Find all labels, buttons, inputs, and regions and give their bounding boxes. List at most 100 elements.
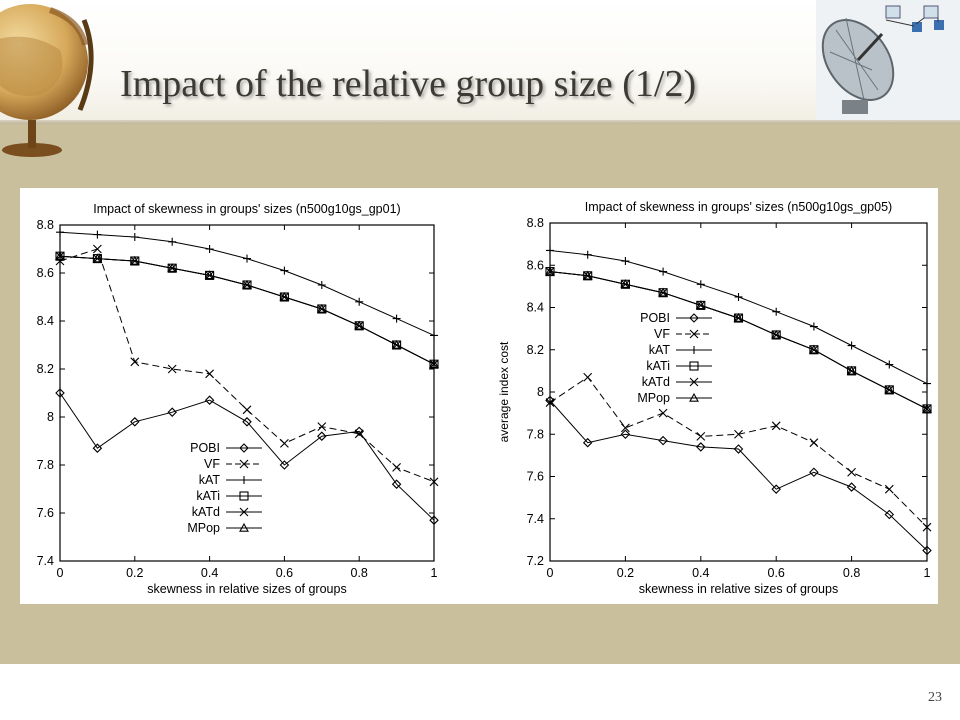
y-tick-label: 7.8 bbox=[527, 427, 544, 441]
y-tick-label: 7.8 bbox=[37, 458, 54, 472]
data-point bbox=[429, 477, 439, 487]
data-point bbox=[130, 417, 140, 427]
legend-label: MPop bbox=[637, 391, 670, 405]
legend-marker bbox=[690, 346, 698, 354]
data-point bbox=[734, 292, 743, 301]
data-point bbox=[620, 279, 631, 289]
data-point bbox=[242, 417, 252, 427]
series-kATi bbox=[55, 251, 439, 369]
plot-frame bbox=[549, 222, 928, 562]
legend: POBI VF kAT kATi kATd MPop bbox=[637, 311, 712, 405]
data-point bbox=[546, 246, 554, 255]
data-point bbox=[391, 479, 402, 489]
x-tick-label: 0.6 bbox=[276, 566, 293, 580]
data-point bbox=[242, 279, 252, 289]
series-line bbox=[59, 248, 435, 483]
y-tick-label: 8.8 bbox=[37, 218, 54, 232]
data-point bbox=[621, 257, 630, 266]
legend: POBI VF kAT kATi kATd MPop bbox=[187, 441, 262, 535]
legend-marker bbox=[689, 361, 699, 371]
legend-label: POBI bbox=[190, 441, 220, 455]
y-axis-label: average index cost bbox=[497, 341, 511, 442]
data-point bbox=[56, 228, 64, 237]
data-point bbox=[923, 379, 931, 388]
data-point bbox=[771, 421, 781, 431]
data-point bbox=[317, 422, 327, 431]
satellite-dish-icon bbox=[816, 0, 960, 120]
charts-svg: Impact of skewness in groups' sizes (n50… bbox=[37, 200, 932, 596]
chart-1: Impact of skewness in groups' sizes (n50… bbox=[37, 202, 439, 596]
series-line bbox=[549, 250, 928, 385]
y-tick-label: 8 bbox=[537, 385, 544, 399]
data-point bbox=[733, 312, 744, 322]
data-point bbox=[130, 233, 139, 241]
data-point bbox=[204, 395, 215, 405]
series-MPop bbox=[545, 266, 932, 413]
series-line bbox=[549, 271, 928, 410]
y-tick-label: 8.4 bbox=[527, 301, 544, 315]
data-point bbox=[429, 359, 439, 368]
data-point bbox=[279, 460, 290, 470]
legend-marker bbox=[239, 459, 249, 469]
legend-label: kATd bbox=[192, 505, 220, 519]
data-point bbox=[922, 522, 932, 532]
data-point bbox=[354, 426, 364, 437]
data-point bbox=[884, 484, 894, 494]
legend-label: kATd bbox=[642, 375, 670, 389]
x-tick-label: 0.4 bbox=[692, 566, 709, 580]
series-VF bbox=[55, 244, 439, 487]
data-point bbox=[545, 266, 555, 276]
legend-marker bbox=[689, 313, 699, 323]
data-point bbox=[430, 331, 438, 340]
data-point bbox=[620, 429, 631, 440]
y-tick-label: 8.6 bbox=[37, 266, 54, 280]
y-tick-label: 7.6 bbox=[527, 470, 544, 484]
data-point bbox=[168, 237, 177, 246]
slide-footer bbox=[0, 664, 960, 720]
data-point bbox=[696, 431, 706, 441]
data-point bbox=[771, 329, 782, 339]
legend-marker bbox=[239, 507, 249, 517]
data-point bbox=[545, 395, 555, 406]
data-point bbox=[317, 281, 326, 289]
legend-marker bbox=[240, 476, 248, 484]
x-tick-label: 0.8 bbox=[351, 566, 368, 580]
series-line bbox=[549, 271, 928, 410]
y-tick-label: 7.6 bbox=[37, 506, 54, 520]
series-line bbox=[59, 231, 435, 336]
series-VF bbox=[545, 372, 932, 532]
x-tick-label: 0.6 bbox=[768, 566, 785, 580]
data-point bbox=[355, 297, 364, 306]
y-tick-label: 8.6 bbox=[527, 258, 544, 272]
series-line bbox=[549, 376, 928, 528]
data-point bbox=[316, 303, 327, 313]
data-point bbox=[243, 254, 251, 263]
data-point bbox=[429, 515, 439, 525]
chart-title: Impact of skewness in groups' sizes (n50… bbox=[93, 202, 400, 216]
legend-marker bbox=[239, 491, 249, 501]
data-point bbox=[392, 314, 401, 323]
page-number: 23 bbox=[928, 690, 942, 705]
y-tick-label: 8.2 bbox=[527, 343, 544, 357]
data-point bbox=[167, 263, 178, 272]
chart-2: Impact of skewness in groups' sizes (n50… bbox=[497, 200, 932, 596]
legend-marker bbox=[689, 392, 699, 402]
chart-title: Impact of skewness in groups' sizes (n50… bbox=[585, 200, 892, 214]
legend-marker bbox=[239, 522, 249, 532]
data-point bbox=[280, 266, 289, 275]
data-point bbox=[885, 360, 894, 369]
data-point bbox=[658, 435, 668, 446]
data-point bbox=[242, 405, 252, 415]
data-point bbox=[391, 339, 402, 349]
data-point bbox=[922, 545, 932, 556]
series-line bbox=[59, 255, 435, 365]
y-tick-label: 8.2 bbox=[37, 362, 54, 376]
data-point bbox=[772, 307, 781, 316]
data-point bbox=[809, 322, 818, 331]
data-point bbox=[582, 270, 593, 280]
data-point bbox=[55, 388, 65, 398]
data-point bbox=[771, 484, 781, 494]
data-point bbox=[846, 365, 857, 375]
x-tick-label: 0 bbox=[57, 566, 64, 580]
legend-marker bbox=[689, 329, 699, 339]
